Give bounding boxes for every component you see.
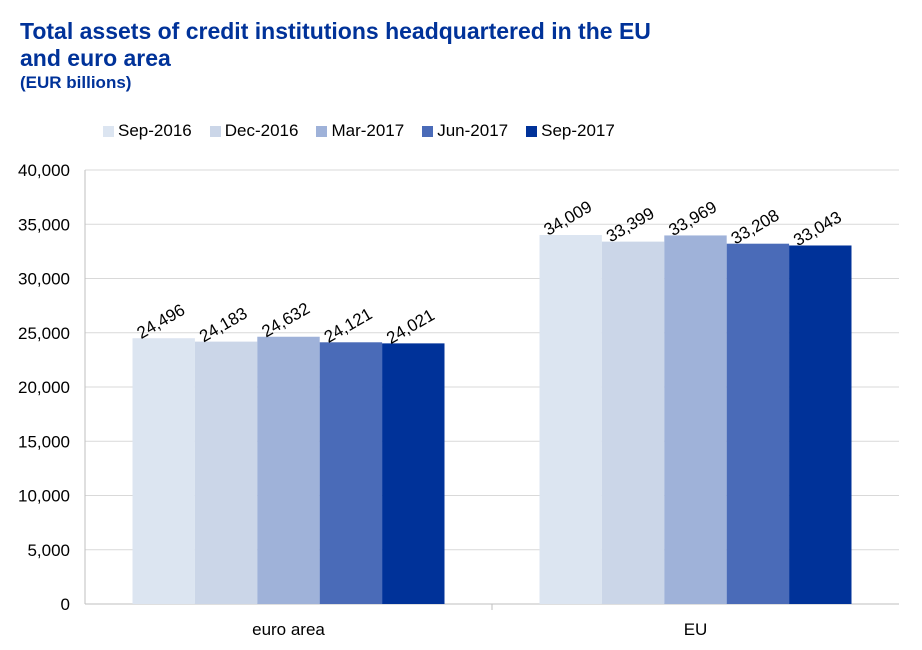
bar [257,336,320,604]
legend-label: Jun-2017 [437,121,509,140]
x-tick-label: euro area [252,620,325,639]
legend-swatch [103,125,114,137]
y-tick-label: 20,000 [18,378,70,397]
bar [319,342,383,604]
data-label: 24,021 [383,305,438,347]
data-label: 24,121 [321,304,376,346]
legend-swatch [209,125,221,137]
legend-label: Dec-2016 [224,121,299,140]
y-tick-label: 30,000 [18,270,70,289]
legend-swatch [422,125,434,137]
y-tick-label: 25,000 [18,324,70,343]
data-label: 34,009 [541,197,596,239]
x-tick-label: EU [684,620,708,639]
bar [789,245,852,604]
bar [664,235,727,605]
bar [194,341,258,604]
y-tick-label: 10,000 [18,487,70,506]
legend-item: Sep-2016 [103,121,192,141]
y-tick-label: 5,000 [27,541,70,560]
y-tick-label: 0 [61,595,70,614]
y-tick-label: 35,000 [18,215,70,234]
data-label: 33,969 [665,197,720,239]
bar [132,338,195,604]
legend-label: Sep-2016 [118,121,192,140]
bar [382,343,445,604]
data-label: 24,496 [134,300,189,342]
legend-label: Mar-2017 [331,121,405,140]
y-tick-label: 40,000 [18,161,70,180]
legend-swatch [526,125,538,137]
chart-title-line-2: and euro area [20,45,171,71]
data-label: 24,632 [258,299,313,341]
legend-swatch [316,125,328,137]
y-tick-label: 15,000 [18,432,70,451]
chart-subtitle: (EUR billions) [20,73,132,92]
bar [539,235,602,604]
data-label: 33,399 [603,204,658,246]
legend-item: Dec-2016 [209,121,299,141]
chart-legend: Sep-2016 Dec-2016 Mar-2017 Jun-2017 Sep-2017 [103,121,633,141]
legend-label: Sep-2017 [541,121,615,140]
chart-title-block: Total assets of credit institutions head… [20,18,651,94]
data-label: 33,208 [728,206,783,248]
bar [601,241,665,604]
data-label: 33,043 [790,207,845,249]
legend-item: Jun-2017 [422,121,508,141]
chart-title-line-1: Total assets of credit institutions head… [20,18,651,44]
legend-item: Sep-2017 [526,121,615,141]
bar [726,243,790,604]
data-label: 24,183 [196,304,251,346]
legend-item: Mar-2017 [316,121,404,141]
